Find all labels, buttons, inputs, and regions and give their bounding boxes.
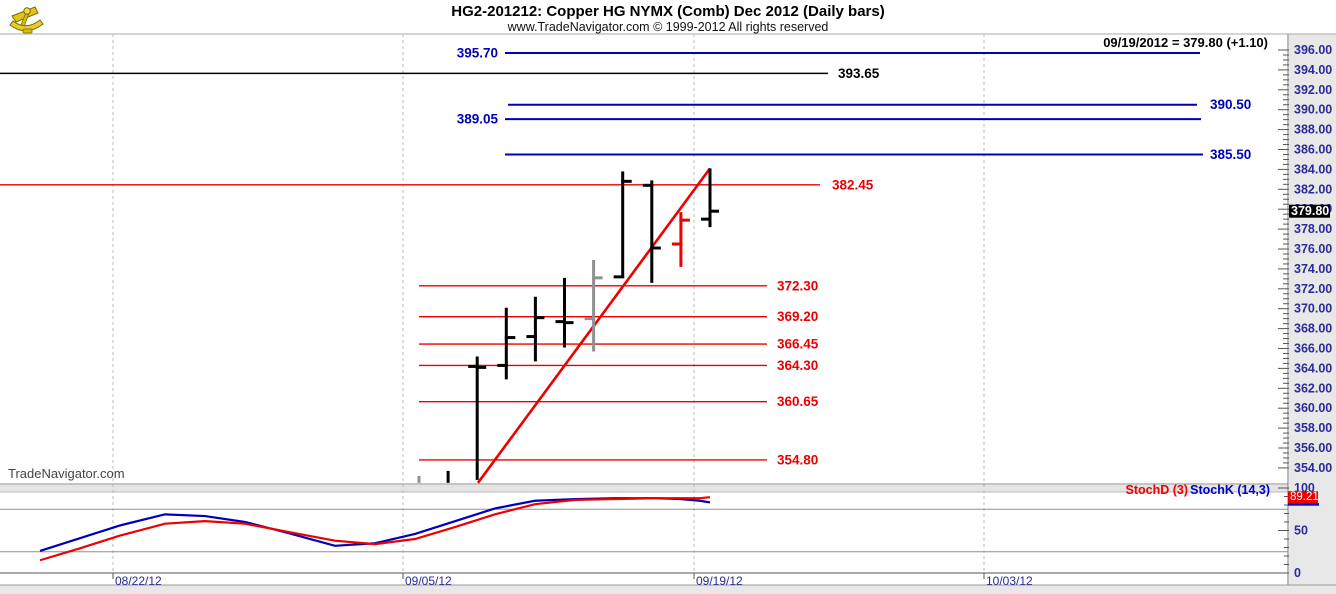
legend-stochk[interactable]: StochK (14,3) — [1190, 483, 1270, 497]
trade-navigator-logo-icon — [9, 6, 44, 34]
level-label-385.50: 385.50 — [1210, 147, 1251, 162]
price-axis-label: 392.00 — [1294, 83, 1332, 97]
date-axis-label: 10/03/12 — [986, 574, 1033, 588]
legend-stochd[interactable]: StochD (3) — [1125, 483, 1189, 497]
price-axis-label: 370.00 — [1294, 302, 1332, 316]
price-axis-label: 374.00 — [1294, 262, 1332, 276]
price-axis-label: 390.00 — [1294, 103, 1332, 117]
last-quote-readout: 09/19/2012 = 379.80 (+1.10) — [1103, 35, 1268, 50]
price-axis-label: 360.00 — [1294, 401, 1332, 415]
level-label-372.30: 372.30 — [777, 278, 818, 293]
price-axis-label: 372.00 — [1294, 282, 1332, 296]
price-axis-label: 376.00 — [1294, 242, 1332, 256]
price-axis-label: 378.00 — [1294, 222, 1332, 236]
watermark-text: TradeNavigator.com — [8, 466, 125, 481]
price-axis-label: 366.00 — [1294, 342, 1332, 356]
price-axis-label: 358.00 — [1294, 421, 1332, 435]
date-axis-label: 08/22/12 — [115, 574, 162, 588]
stoch-axis-label: 0 — [1294, 566, 1301, 580]
level-label-390.50: 390.50 — [1210, 97, 1251, 112]
price-axis-label: 356.00 — [1294, 441, 1332, 455]
date-axis-label: 09/05/12 — [405, 574, 452, 588]
level-label-354.80: 354.80 — [777, 452, 818, 467]
level-label-369.20: 369.20 — [777, 309, 818, 324]
stoch-curve-d — [39, 496, 711, 562]
level-label-360.65: 360.65 — [777, 394, 819, 409]
stoch-highlight-box — [1288, 491, 1318, 504]
price-axis-label: 388.00 — [1294, 123, 1332, 137]
price-axis-label: 382.00 — [1294, 182, 1332, 196]
level-label-395.70: 395.70 — [457, 45, 498, 60]
bottom-margin-strip — [0, 585, 1336, 594]
price-axis-label: 386.00 — [1294, 143, 1332, 157]
panel-separator-band — [0, 485, 1288, 492]
price-axis-label: 394.00 — [1294, 63, 1332, 77]
stoch-highlight-text: 89.21 — [1290, 491, 1319, 503]
price-axis-label: 368.00 — [1294, 322, 1332, 336]
price-axis-label: 364.00 — [1294, 361, 1332, 375]
last-price-highlight-text: 379.80 — [1291, 204, 1329, 218]
chart-title: HG2-201212: Copper HG NYMX (Comb) Dec 20… — [451, 3, 885, 20]
date-axis-label: 09/19/12 — [696, 574, 743, 588]
last-price-highlight-box — [1289, 204, 1330, 218]
level-label-393.65: 393.65 — [838, 66, 880, 81]
chart-subtitle: www.TradeNavigator.com © 1999-2012 All r… — [507, 20, 829, 34]
level-label-366.45: 366.45 — [777, 337, 819, 352]
price-axis-label: 362.00 — [1294, 381, 1332, 395]
level-label-364.30: 364.30 — [777, 358, 818, 373]
level-label-389.05: 389.05 — [457, 112, 499, 127]
price-axis-label: 354.00 — [1294, 461, 1332, 475]
stoch-highlight-underline — [1288, 503, 1319, 506]
price-axis-label: 384.00 — [1294, 162, 1332, 176]
price-axis-label: 396.00 — [1294, 43, 1332, 57]
stoch-axis-label: 50 — [1294, 524, 1308, 538]
level-label-382.45: 382.45 — [832, 177, 874, 192]
